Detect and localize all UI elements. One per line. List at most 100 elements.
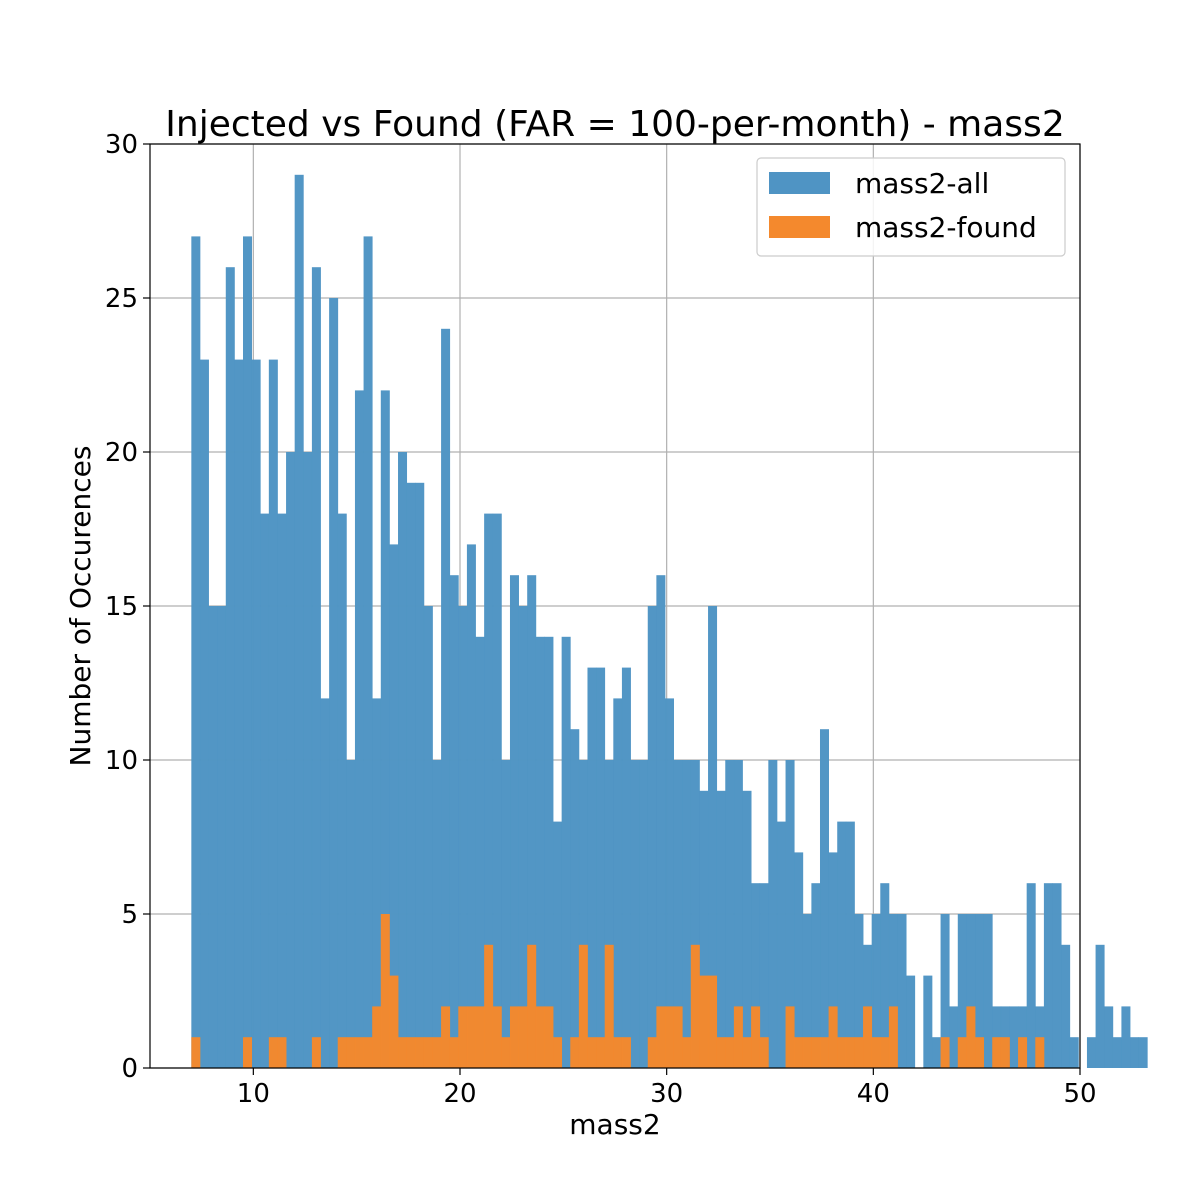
y-tick-label: 20 <box>105 438 138 468</box>
bar-mass2-found <box>759 1037 769 1068</box>
bar-mass2-all <box>484 513 494 1068</box>
bar-mass2-all <box>501 760 511 1068</box>
x-axis-label: mass2 <box>569 1108 660 1141</box>
bar-mass2-all <box>854 914 864 1068</box>
bar-mass2-found <box>733 1006 743 1068</box>
bar-mass2-all <box>208 606 218 1068</box>
bar-mass2-found <box>587 1037 597 1068</box>
bar-mass2-all <box>923 975 933 1068</box>
bar-mass2-all <box>888 914 898 1068</box>
bar-mass2-found <box>518 1006 528 1068</box>
bar-mass2-found <box>1018 1037 1028 1068</box>
legend: mass2-all mass2-found <box>756 157 1066 257</box>
bar-mass2-all <box>570 729 580 1068</box>
bar-mass2-all <box>191 236 201 1068</box>
bar-mass2-found <box>423 1037 433 1068</box>
bar-mass2-found <box>751 1006 761 1068</box>
bar-mass2-found <box>570 1037 580 1068</box>
bar-mass2-all <box>1121 1006 1131 1068</box>
bar-mass2-found <box>664 1006 674 1068</box>
bar-mass2-found <box>398 1037 408 1068</box>
bar-mass2-all <box>415 482 425 1068</box>
bar-mass2-found <box>673 1006 683 1068</box>
y-tick-label: 15 <box>105 592 138 622</box>
bar-mass2-found <box>1035 1037 1045 1068</box>
bar-mass2-all <box>303 452 313 1068</box>
series-mass2-all <box>191 174 1148 1069</box>
x-tick-label: 10 <box>237 1079 270 1109</box>
axis-ticks: 10 20 30 40 50 0 5 10 15 20 25 30 <box>105 130 1097 1109</box>
bar-mass2-all <box>544 636 554 1068</box>
bar-mass2-all <box>1130 1037 1140 1068</box>
bar-mass2-all <box>621 667 631 1068</box>
bar-mass2-found <box>785 1006 795 1068</box>
bar-mass2-all <box>897 914 907 1068</box>
bar-mass2-all <box>320 698 330 1068</box>
legend-box <box>756 157 1066 257</box>
bar-mass2-found <box>458 1006 468 1068</box>
bar-mass2-found <box>277 1037 287 1068</box>
bar-mass2-found <box>441 1006 451 1068</box>
bar-mass2-all <box>337 513 347 1068</box>
bar-mass2-all <box>346 760 356 1068</box>
bar-mass2-all <box>819 729 830 1068</box>
y-tick-label: 10 <box>105 746 138 776</box>
bar-mass2-all <box>587 667 597 1068</box>
bar-mass2-all <box>1026 883 1036 1068</box>
bar-mass2-found <box>1000 1037 1010 1068</box>
legend-label: mass2-all <box>855 167 989 200</box>
bar-mass2-all <box>975 914 985 1068</box>
bar-mass2-all <box>983 914 993 1068</box>
x-tick-label: 40 <box>857 1079 890 1109</box>
bar-mass2-found <box>682 1037 692 1068</box>
x-tick-label: 50 <box>1063 1079 1096 1109</box>
bar-mass2-found <box>647 1037 657 1068</box>
bar-mass2-all <box>441 328 451 1068</box>
bar-mass2-found <box>501 1037 511 1068</box>
bar-mass2-all <box>1086 1037 1096 1068</box>
bar-mass2-all <box>776 821 786 1068</box>
bar-mass2-all <box>509 575 519 1068</box>
bar-mass2-found <box>690 944 700 1068</box>
bar-mass2-all <box>1009 1006 1019 1068</box>
bar-mass2-found <box>346 1037 356 1068</box>
bar-mass2-all <box>268 359 278 1069</box>
bar-mass2-all <box>940 914 950 1068</box>
bar-mass2-all <box>234 359 244 1069</box>
bar-mass2-all <box>294 174 304 1069</box>
bar-mass2-all <box>639 760 649 1068</box>
bar-mass2-all <box>906 975 916 1068</box>
legend-swatch-mass2-all <box>769 172 830 194</box>
bar-mass2-found <box>449 1037 459 1068</box>
bar-mass2-all <box>527 575 537 1068</box>
bar-mass2-found <box>828 1006 838 1068</box>
bar-mass2-all <box>432 760 442 1068</box>
y-tick-label: 25 <box>105 284 138 314</box>
bar-mass2-all <box>604 760 614 1068</box>
bar-mass2-all <box>596 667 606 1068</box>
series-mass2-found <box>191 914 1045 1068</box>
bar-mass2-found <box>578 944 588 1068</box>
bar-mass2-all <box>492 513 502 1068</box>
bar-mass2-found <box>708 975 718 1068</box>
bar-mass2-all <box>449 575 459 1068</box>
bar-mass2-all <box>647 606 657 1068</box>
bar-mass2-found <box>845 1037 855 1068</box>
bar-mass2-found <box>544 1006 554 1068</box>
bar-mass2-all <box>578 760 588 1068</box>
bar-mass2-found <box>243 1037 253 1068</box>
bar-mass2-found <box>811 1037 821 1068</box>
bar-mass2-found <box>604 944 614 1068</box>
bar-mass2-all <box>966 914 976 1068</box>
bar-mass2-all <box>380 390 390 1068</box>
bar-mass2-found <box>466 1006 476 1068</box>
bar-mass2-found <box>871 1037 881 1068</box>
chart-title: Injected vs Found (FAR = 100-per-month) … <box>165 104 1064 145</box>
bar-mass2-found <box>613 1037 623 1068</box>
bar-mass2-found <box>553 1037 563 1068</box>
bar-mass2-all <box>1043 883 1053 1068</box>
bar-mass2-found <box>311 1037 321 1068</box>
bar-mass2-all <box>1112 1037 1122 1068</box>
bar-mass2-all <box>1104 1006 1114 1068</box>
